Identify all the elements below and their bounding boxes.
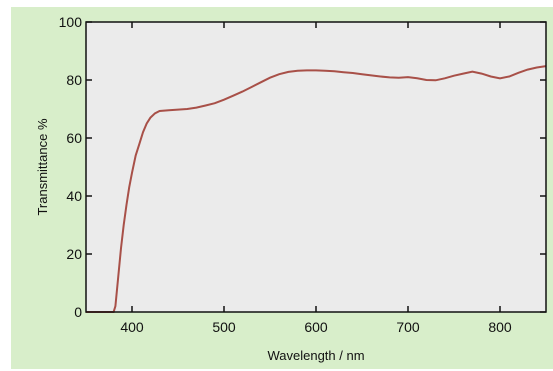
- plot-area: [86, 22, 546, 312]
- chart-container: 0 20 40 60 80 100 400 500 600 700 800 Wavelength …: [11, 7, 553, 369]
- x-tick-label: 800: [488, 319, 512, 335]
- x-tick-label: 600: [304, 319, 328, 335]
- y-tick-label: 100: [59, 14, 83, 30]
- x-tick-label: 700: [396, 319, 420, 335]
- y-tick-label: 80: [66, 72, 82, 88]
- y-tick-label: 20: [66, 246, 82, 262]
- transmittance-chart: 0 20 40 60 80 100 400 500 600 700 800 Wavelength …: [35, 14, 547, 363]
- x-axis-ticks: 400 500 600 700 800: [120, 22, 512, 335]
- y-tick-label: 60: [66, 130, 82, 146]
- x-tick-label: 400: [120, 319, 144, 335]
- y-tick-label: 40: [66, 188, 82, 204]
- x-tick-label: 500: [212, 319, 236, 335]
- y-axis-ticks: 0 20 40 60 80 100: [59, 14, 546, 320]
- y-tick-label: 0: [74, 304, 82, 320]
- transmittance-series-line: [86, 65, 547, 313]
- x-axis-label: Wavelength / nm: [267, 348, 364, 363]
- y-axis-label: Transmittance %: [35, 118, 50, 215]
- plot-border: [85, 21, 547, 313]
